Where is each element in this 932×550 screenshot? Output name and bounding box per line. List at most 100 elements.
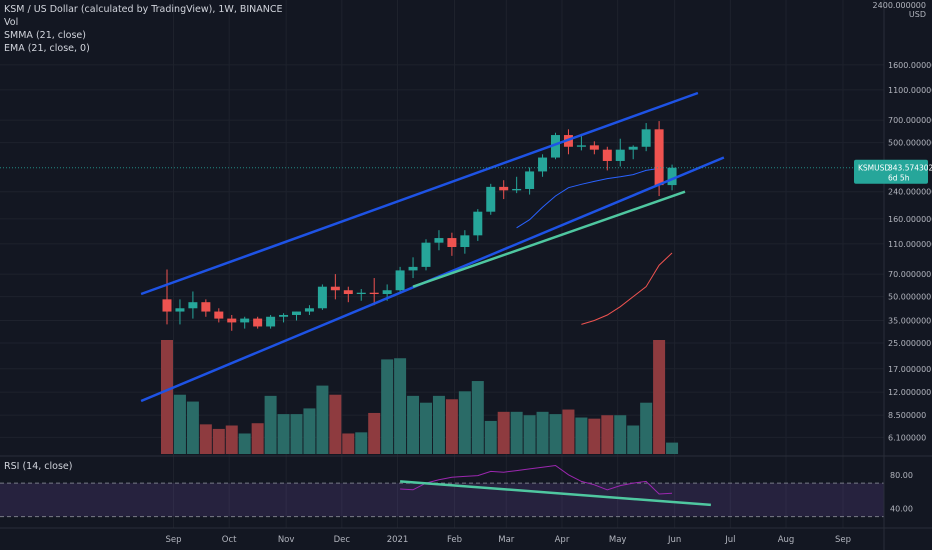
volume-bar	[355, 432, 368, 454]
candle-body[interactable]	[292, 311, 301, 315]
candle-body[interactable]	[382, 290, 392, 294]
rsi-line[interactable]	[400, 464, 673, 495]
support-trendline[interactable]	[412, 190, 686, 288]
volume-bar	[329, 394, 342, 454]
volume-bar	[614, 415, 627, 454]
rsi-trendline[interactable]	[400, 480, 711, 507]
candle-body[interactable]	[486, 186, 496, 212]
rsi-tick-label: 40.00	[890, 504, 913, 513]
candle-body[interactable]	[551, 135, 560, 158]
candle-body[interactable]	[253, 318, 263, 327]
volume-bar	[562, 409, 575, 454]
candle-body[interactable]	[214, 311, 224, 319]
price-tick-label: 6.100000	[888, 433, 926, 442]
volume-bar	[407, 395, 420, 454]
time-tick-label: Jul	[724, 535, 735, 545]
price-tick-label: 70.000000	[888, 270, 931, 279]
candle-body[interactable]	[499, 186, 509, 191]
time-tick-label: May	[609, 535, 627, 545]
candle-body[interactable]	[188, 302, 198, 309]
volume-bar	[601, 415, 614, 454]
price-tag-symbol: KSMUSD	[858, 164, 890, 173]
price-tick-label: 500.000000	[888, 139, 932, 148]
volume-bar	[445, 399, 458, 454]
candle-body[interactable]	[447, 238, 457, 247]
volume-bar	[173, 394, 186, 454]
time-tick-label: Dec	[334, 535, 351, 545]
volume-bar	[394, 358, 407, 454]
candle-body[interactable]	[330, 286, 340, 291]
candle-body[interactable]	[304, 308, 314, 312]
price-tick-label: 700.000000	[888, 116, 932, 125]
price-tick-label: 240.000000	[888, 188, 932, 197]
candle-body[interactable]	[525, 171, 535, 189]
candle-body[interactable]	[408, 266, 418, 271]
indicator-ema[interactable]: EMA (21, close, 0)	[4, 43, 90, 54]
candle-body[interactable]	[421, 242, 431, 267]
candle-body[interactable]	[538, 157, 548, 172]
volume-bar	[186, 401, 199, 454]
candle-body[interactable]	[227, 318, 237, 323]
candle-body[interactable]	[266, 316, 276, 327]
candle-body[interactable]	[654, 129, 664, 186]
price-tick-label: 17.000000	[888, 365, 931, 374]
candle-body[interactable]	[356, 292, 366, 294]
candle-body[interactable]	[589, 145, 599, 150]
channel-upper-line[interactable]	[140, 91, 699, 296]
volume-bar	[497, 411, 510, 454]
price-tick-label: 1100.000000	[888, 86, 932, 95]
volume-bar	[238, 433, 251, 454]
volume-bar	[536, 411, 549, 454]
indicator-smma[interactable]: SMMA (21, close)	[4, 30, 86, 41]
volume-bar	[420, 402, 432, 454]
price-tag[interactable]	[854, 159, 928, 184]
indicator-vol[interactable]: Vol	[4, 17, 19, 28]
candle-body[interactable]	[175, 308, 185, 312]
price-tick-label: 1600.000000	[888, 61, 932, 70]
candle-body[interactable]	[628, 146, 638, 150]
candle-body[interactable]	[395, 270, 405, 291]
chart-legend: KSM / US Dollar (calculated by TradingVi…	[4, 3, 283, 55]
candle-body[interactable]	[369, 292, 379, 294]
candle-body[interactable]	[434, 238, 444, 243]
candle-body[interactable]	[279, 314, 289, 317]
volume-bar	[575, 417, 588, 454]
candle-body[interactable]	[576, 145, 586, 147]
candle-body[interactable]	[473, 211, 483, 236]
price-tick-label: 50.000000	[888, 293, 931, 302]
candle-body[interactable]	[602, 149, 612, 161]
volume-bar	[510, 411, 523, 454]
candle-body[interactable]	[641, 129, 651, 147]
rsi-tick-label: 80.00	[890, 471, 913, 480]
price-tag-countdown: 6d 5h	[888, 174, 910, 183]
axis-currency: USD	[909, 10, 926, 19]
volume-bar	[303, 408, 316, 454]
candle-body[interactable]	[615, 149, 625, 161]
price-tick-label: 25.000000	[888, 339, 931, 348]
volume-bar	[264, 395, 277, 454]
rsi-legend[interactable]: RSI (14, close)	[4, 461, 73, 472]
candle-body[interactable]	[343, 290, 353, 294]
price-tag-value: 343.574302	[888, 164, 932, 173]
candle-body[interactable]	[162, 299, 172, 312]
volume-bar	[653, 340, 666, 454]
candle-body[interactable]	[667, 167, 677, 186]
volume-bar	[316, 385, 329, 454]
candle-body[interactable]	[317, 286, 327, 309]
smma-line[interactable]	[581, 252, 673, 325]
time-tick-label: Mar	[498, 535, 515, 545]
candle-body[interactable]	[240, 318, 250, 323]
candle-body[interactable]	[201, 302, 211, 312]
candle-body[interactable]	[460, 235, 470, 247]
axis-top-label: 2400.000000	[873, 1, 926, 10]
volume-bar	[277, 414, 290, 454]
candle-body[interactable]	[512, 188, 522, 191]
price-tick-label: 160.000000	[888, 215, 932, 224]
symbol-title[interactable]: KSM / US Dollar (calculated by TradingVi…	[4, 4, 283, 15]
price-tick-label: 12.000000	[888, 388, 931, 397]
price-tick-label: 8.500000	[888, 411, 926, 420]
ema-line[interactable]	[516, 167, 660, 229]
volume-bar	[225, 425, 238, 454]
